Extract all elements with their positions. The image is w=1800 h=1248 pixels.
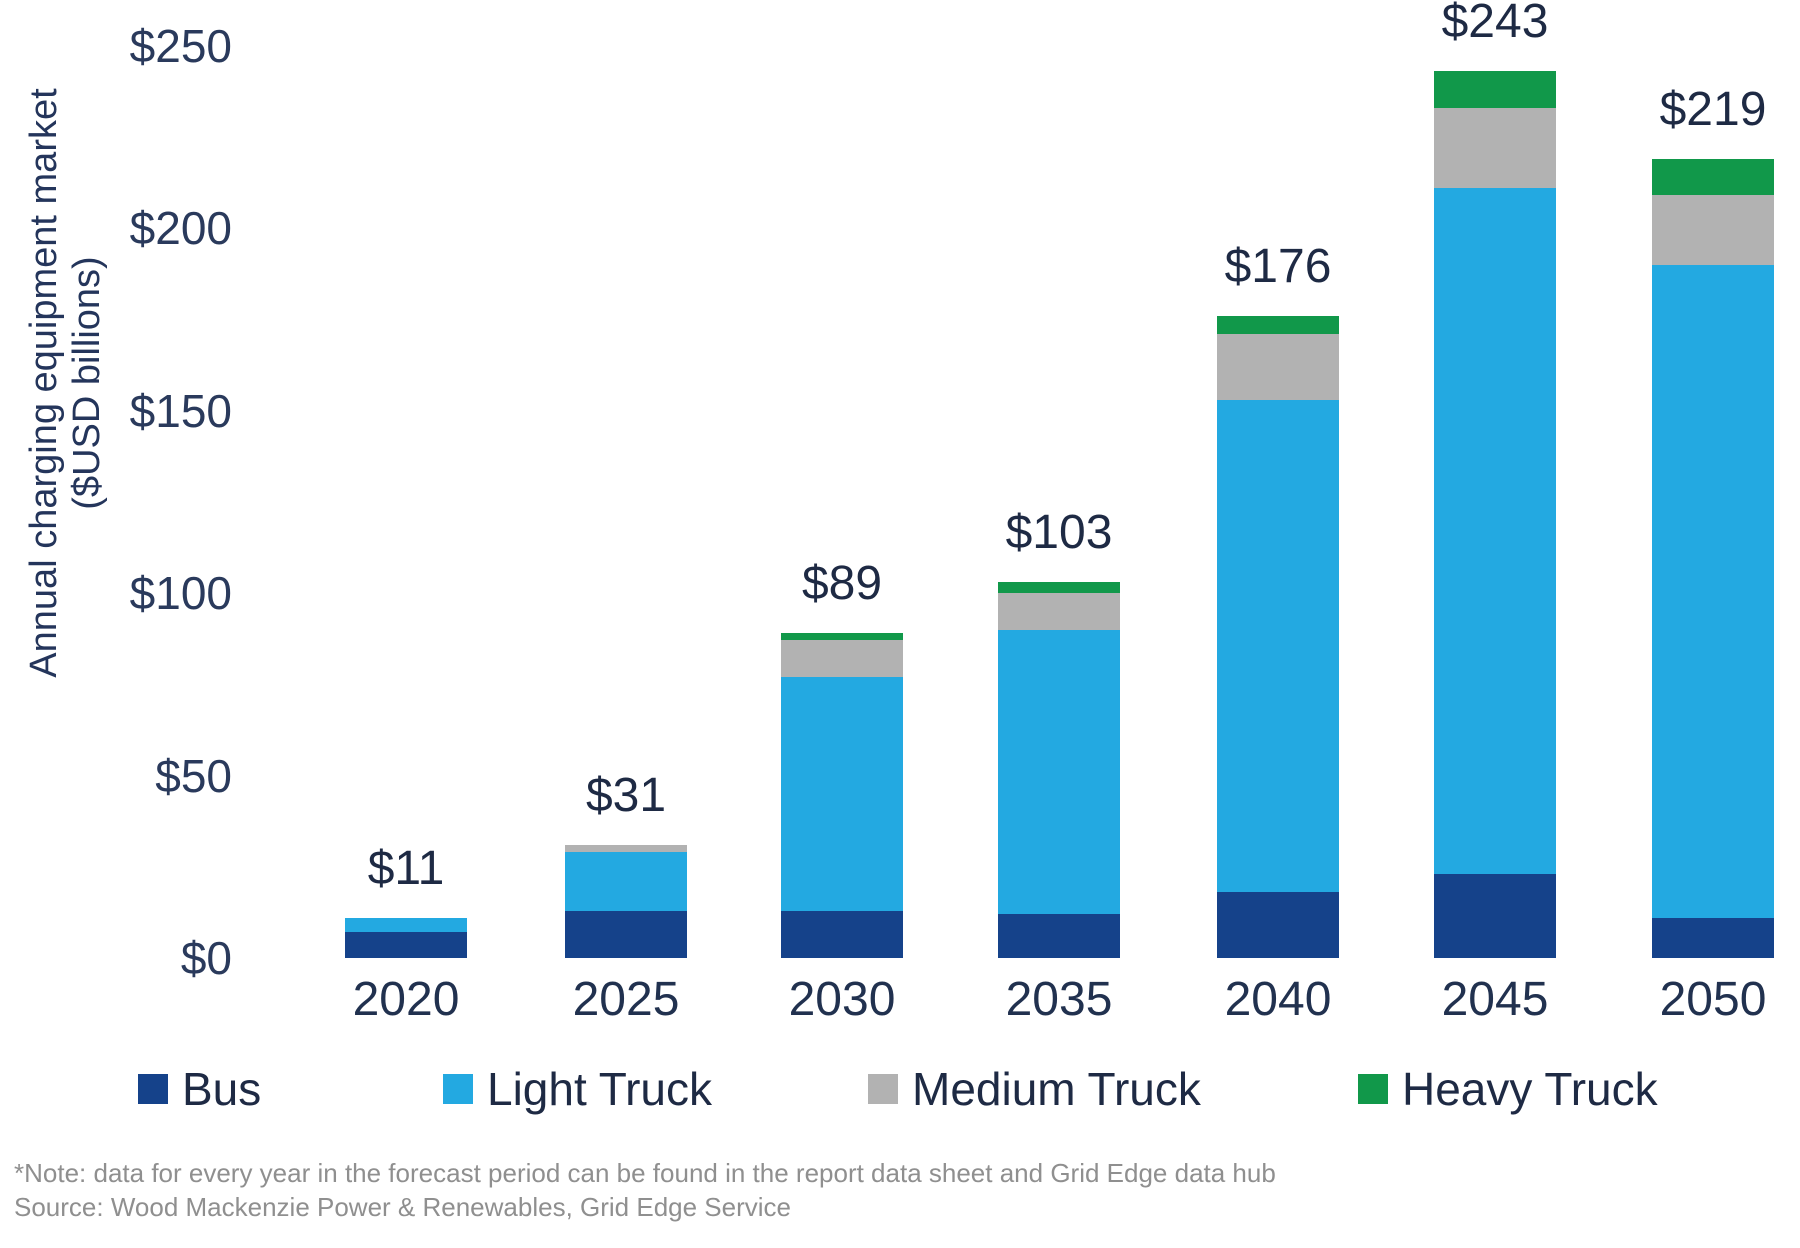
segment-heavy-truck-2030 [781, 633, 903, 641]
bar-total-label-2050: $219 [1659, 82, 1767, 136]
bar-2045 [1434, 71, 1556, 958]
legend-swatch-light-truck [443, 1074, 473, 1104]
segment-medium-truck-2045 [1434, 107, 1556, 188]
segment-medium-truck-2030 [781, 640, 903, 677]
bar-2025 [565, 844, 687, 958]
y-tick-label-200: $200 [129, 202, 232, 254]
segment-light-truck-2050 [1652, 264, 1774, 918]
x-tick-label-2020: 2020 [352, 973, 460, 1026]
segment-light-truck-2030 [781, 676, 903, 911]
y-axis-title: Annual charging equipment market ($USD b… [23, 53, 113, 713]
y-tick-label-50: $50 [155, 749, 232, 802]
bar-2020 [345, 917, 467, 958]
segment-light-truck-2035 [998, 629, 1120, 915]
segment-bus-2050 [1652, 917, 1774, 958]
segment-heavy-truck-2045 [1434, 71, 1556, 108]
segment-light-truck-2020 [345, 917, 467, 933]
y-axis-title-line2: ($USD billions) [66, 256, 108, 510]
bar-total-label-2040: $176 [1224, 239, 1332, 293]
legend-item-medium-truck: Medium Truck [868, 1062, 1201, 1116]
footnote-note: *Note: data for every year in the foreca… [14, 1158, 1276, 1188]
legend-item-light-truck: Light Truck [443, 1062, 712, 1116]
bar-total-label-2030: $89 [801, 557, 883, 611]
legend-label-bus: Bus [182, 1063, 262, 1115]
x-tick-label-2030: 2030 [788, 973, 896, 1026]
segment-medium-truck-2035 [998, 593, 1120, 630]
x-tick-label-2050: 2050 [1659, 973, 1767, 1026]
legend-swatch-heavy-truck [1358, 1074, 1388, 1104]
bar-total-label-2045: $243 [1441, 0, 1549, 49]
segment-heavy-truck-2050 [1652, 158, 1774, 196]
bar-2030 [781, 633, 903, 958]
segment-heavy-truck-2040 [1217, 315, 1339, 334]
legend-swatch-bus [138, 1074, 168, 1104]
x-tick-label-2045: 2045 [1441, 973, 1549, 1026]
segment-medium-truck-2040 [1217, 333, 1339, 400]
x-tick-label-2025: 2025 [572, 973, 680, 1026]
segment-bus-2025 [565, 910, 687, 958]
bar-2035 [998, 582, 1120, 958]
y-tick-label-100: $100 [129, 567, 232, 619]
y-tick-label-250: $250 [129, 19, 232, 72]
segment-light-truck-2040 [1217, 399, 1339, 893]
bar-total-label-2035: $103 [1005, 506, 1113, 560]
y-axis-title-line1: Annual charging equipment market [23, 88, 65, 678]
y-tick-label-0: $0 [180, 932, 232, 984]
segment-light-truck-2045 [1434, 187, 1556, 875]
legend-label-heavy-truck: Heavy Truck [1402, 1063, 1658, 1115]
segment-medium-truck-2025 [565, 844, 687, 853]
bar-2050 [1652, 158, 1774, 958]
bar-total-label-2025: $31 [585, 768, 667, 822]
segment-medium-truck-2050 [1652, 195, 1774, 265]
segment-bus-2040 [1217, 892, 1339, 958]
legend-item-bus: Bus [138, 1062, 261, 1116]
bar-total-label-2020: $11 [367, 841, 445, 895]
legend-swatch-medium-truck [868, 1074, 898, 1104]
footnote-source: Source: Wood Mackenzie Power & Renewable… [14, 1192, 792, 1222]
segment-heavy-truck-2035 [998, 582, 1120, 594]
legend-label-medium-truck: Medium Truck [912, 1063, 1201, 1115]
segment-bus-2020 [345, 932, 467, 958]
segment-light-truck-2025 [565, 852, 687, 911]
bar-2040 [1217, 315, 1339, 958]
legend-label-light-truck: Light Truck [487, 1063, 712, 1115]
legend-item-heavy-truck: Heavy Truck [1358, 1062, 1658, 1116]
segment-bus-2045 [1434, 874, 1556, 958]
segment-bus-2030 [781, 910, 903, 958]
y-tick-label-150: $150 [129, 384, 232, 437]
x-tick-label-2035: 2035 [1005, 973, 1113, 1026]
x-tick-label-2040: 2040 [1224, 973, 1332, 1026]
segment-bus-2035 [998, 914, 1120, 958]
